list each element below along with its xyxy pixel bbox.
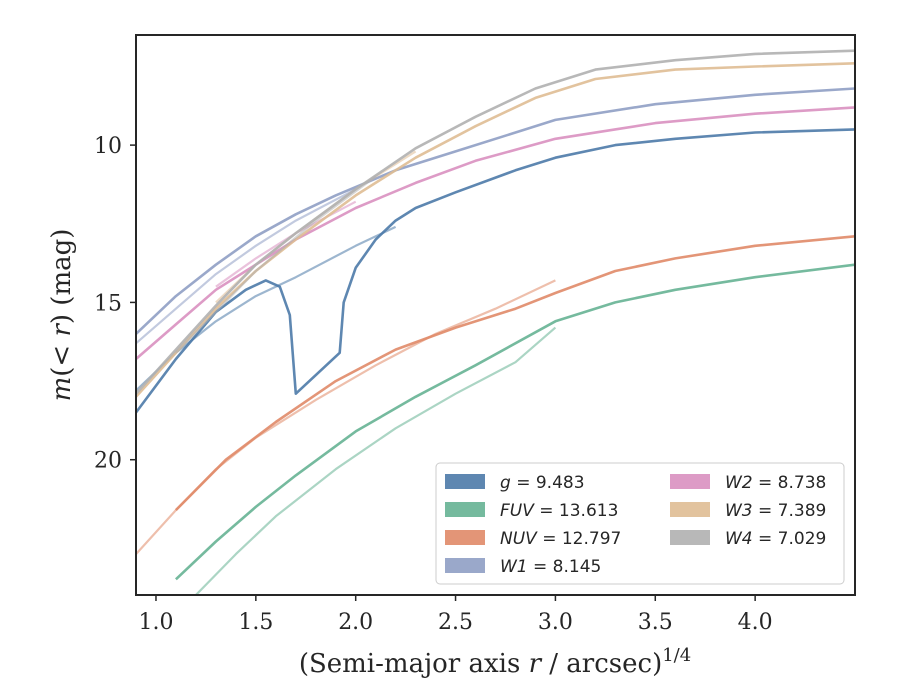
- y-tick-label: 20: [94, 449, 122, 474]
- legend-label: FUV = 13.613: [500, 501, 618, 521]
- legend-label: NUV = 12.797: [500, 529, 621, 549]
- legend-label: W4 = 7.029: [725, 529, 826, 549]
- series-6: [136, 49, 855, 395]
- series-5-profile-a: [136, 62, 855, 398]
- legend-swatch: [445, 530, 485, 545]
- legend-swatch: [670, 474, 710, 489]
- x-tick-label: 4.0: [738, 610, 773, 635]
- legend-swatch: [445, 558, 485, 573]
- x-tick-label: 2.5: [438, 610, 473, 635]
- series-2: [136, 235, 855, 555]
- series-6-profile-a: [136, 49, 855, 395]
- x-tick-label: 3.0: [538, 610, 573, 635]
- legend-label: W1 = 8.145: [500, 557, 601, 577]
- y-axis: 10 15 20: [94, 134, 136, 474]
- x-tick-label: 3.5: [638, 610, 673, 635]
- y-tick-label: 15: [94, 291, 122, 316]
- x-tick-label: 1.5: [238, 610, 273, 635]
- series-4-profile-a: [136, 106, 855, 360]
- plot-frame: [135, 34, 856, 596]
- series-0-profile-a: [136, 128, 855, 414]
- y-axis-label: m(< r) (mag): [47, 229, 77, 402]
- legend-swatch: [445, 474, 485, 489]
- series-4: [136, 106, 855, 360]
- y-tick-label: 10: [94, 134, 122, 159]
- legend-frame: [435, 462, 845, 585]
- legend-label: W2 = 8.738: [725, 473, 826, 493]
- x-axis: 1.0 1.5 2.0 2.5 3.0 3.5 4.0: [138, 595, 773, 635]
- x-tick-label: 2.0: [338, 610, 373, 635]
- series-2-profile-a: [174, 235, 855, 512]
- legend-swatch: [445, 502, 485, 517]
- series-1-profile-a: [175, 263, 855, 581]
- series-1: [175, 263, 855, 595]
- legend-swatch: [670, 502, 710, 517]
- series-3: [136, 87, 855, 345]
- legend: g = 9.483 FUV = 13.613 NUV = 12.797 W1 = 8.…: [435, 462, 845, 585]
- series-6-profile-b: [175, 175, 377, 354]
- series-3-profile-a: [136, 87, 855, 335]
- plot-area: [136, 49, 855, 595]
- x-axis-label: (Semi-major axis r / arcsec)1/4: [299, 645, 691, 679]
- series-1-profile-b: [195, 326, 557, 595]
- series-4-profile-b: [215, 200, 357, 288]
- x-tick-label: 1.0: [138, 610, 173, 635]
- legend-swatch: [670, 530, 710, 545]
- legend-label: W3 = 7.389: [725, 501, 826, 521]
- legend-label: g = 9.483: [500, 473, 585, 493]
- series-3-profile-b: [136, 188, 357, 345]
